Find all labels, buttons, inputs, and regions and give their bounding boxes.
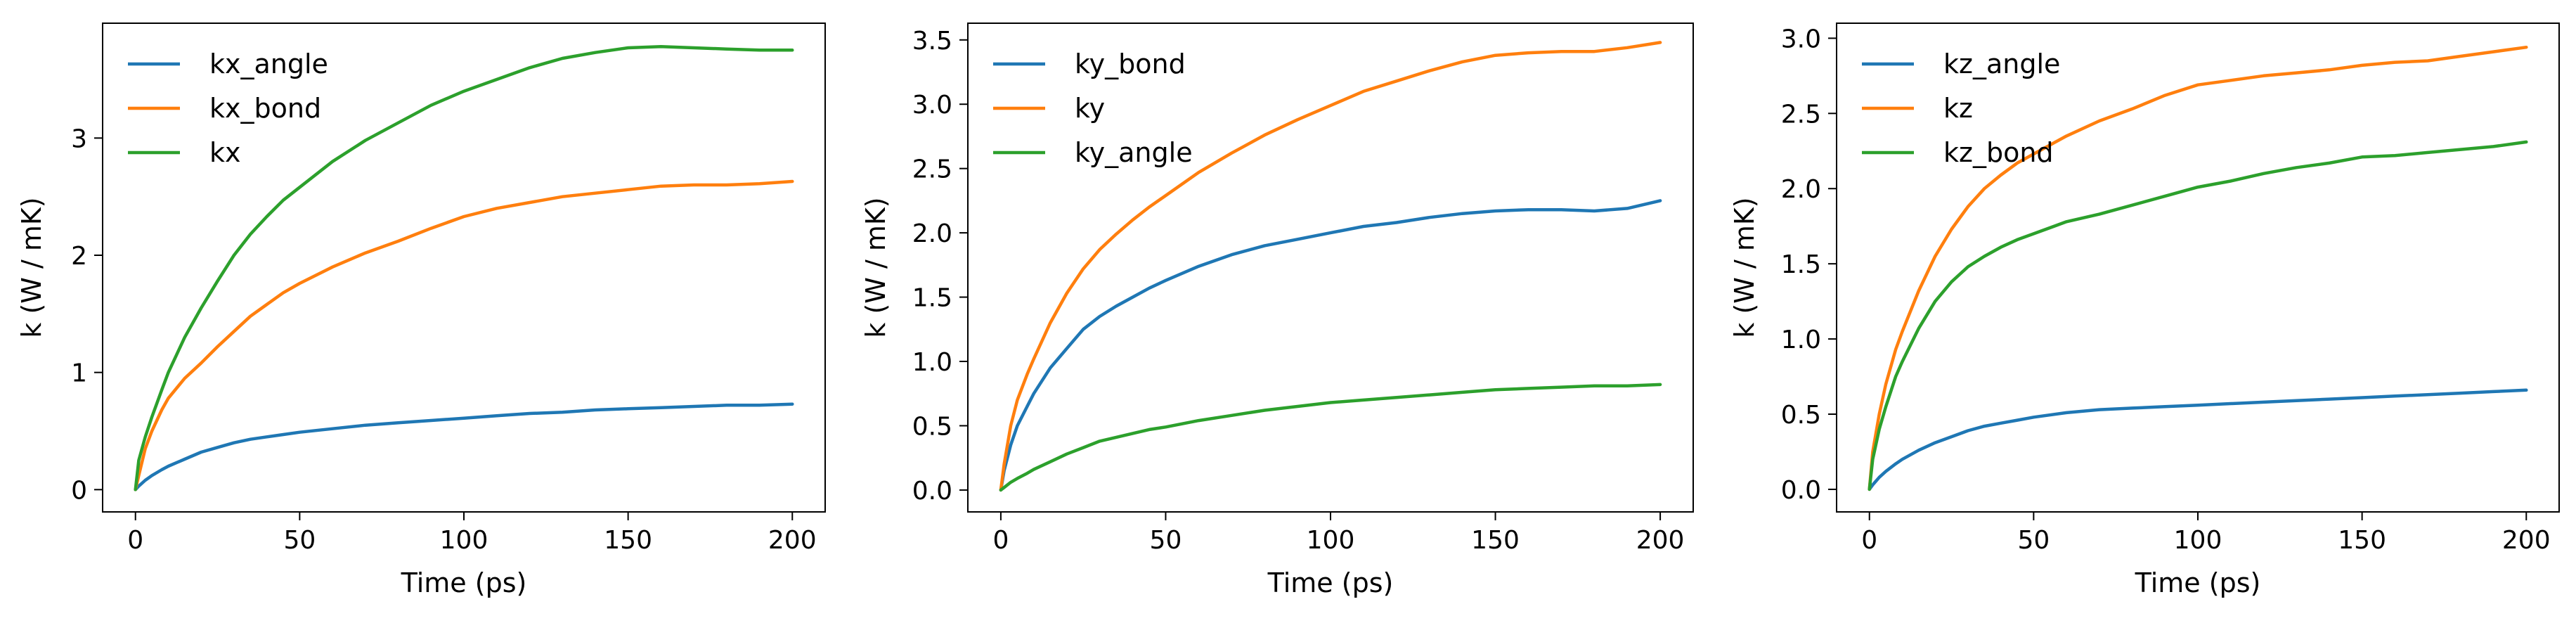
y-tick-label: 1	[71, 359, 87, 388]
x-tick-label: 100	[440, 526, 488, 555]
x-tick-label: 0	[127, 526, 143, 555]
y-axis-label: k (W / mK)	[860, 197, 891, 338]
series-line-ky	[999, 41, 1662, 492]
y-tick-label: 2.5	[1781, 100, 1821, 129]
legend-label-kz-bond: kz_bond	[1943, 137, 2054, 168]
x-tick-label: 150	[1471, 526, 1520, 555]
y-tick-label: 1.5	[912, 284, 952, 313]
y-tick-label: 0.5	[1781, 401, 1821, 430]
legend-label-kx-angle: kx_angle	[209, 49, 328, 79]
y-tick-label: 3.5	[912, 27, 952, 56]
x-tick-label: 50	[1150, 526, 1182, 555]
series-line-kz-bond	[1868, 140, 2528, 492]
x-tick-label: 50	[2017, 526, 2050, 555]
series-line-ky-bond	[999, 199, 1662, 492]
series-line-kx-bond	[134, 179, 794, 492]
chart-panel-1: 0 50 100 150 200 0 1 2 3 Time (ps) k (W / mK) kx_an…	[16, 23, 826, 598]
y-tick-label: 0.5	[912, 412, 952, 441]
y-tick-label: 1.5	[1781, 250, 1821, 279]
x-axis-label: Time (ps)	[401, 567, 527, 598]
series-line-kz-angle	[1868, 388, 2528, 492]
x-tick-label: 200	[768, 526, 817, 555]
legend-label-ky-angle: ky_angle	[1075, 137, 1193, 168]
chart-panel-2: 0 50 100 150 200 0.0 0.5 1.0 1.5 2.0 2.5 3.0 3.5 Time…	[860, 23, 1694, 598]
legend-label-kz-angle: kz_angle	[1943, 49, 2060, 79]
x-axis-label: Time (ps)	[2135, 567, 2261, 598]
x-tick-label: 150	[604, 526, 652, 555]
y-tick-label: 1.0	[912, 348, 952, 377]
y-tick-label: 0	[71, 476, 87, 505]
y-tick-label: 1.0	[1781, 326, 1821, 354]
series-line-kx-angle	[134, 402, 794, 492]
y-tick-label: 2.0	[912, 219, 952, 248]
chart-panel-3: 0 50 100 150 200 0.0 0.5 1.0 1.5 2.0 2.5 3.0 Time (p…	[1729, 23, 2560, 598]
x-tick-label: 200	[1636, 526, 1685, 555]
legend-label-ky: ky	[1075, 93, 1105, 124]
series-line-ky-angle	[999, 383, 1662, 492]
y-tick-label: 0.0	[912, 477, 952, 506]
series-line-kz	[1868, 45, 2528, 492]
legend-label-ky-bond: ky_bond	[1075, 49, 1186, 79]
y-tick-label: 3.0	[1781, 25, 1821, 53]
x-tick-label: 100	[2174, 526, 2222, 555]
legend-label-kx: kx	[209, 137, 241, 168]
x-tick-label: 150	[2338, 526, 2386, 555]
y-tick-label: 2.5	[912, 155, 952, 184]
series-line-kx	[134, 45, 794, 492]
x-tick-label: 0	[1861, 526, 1877, 555]
legend-label-kz: kz	[1943, 93, 1973, 124]
legend-label-kx-bond: kx_bond	[209, 93, 321, 124]
x-tick-label: 50	[283, 526, 316, 555]
y-axis-label: k (W / mK)	[1729, 197, 1760, 338]
x-axis-label: Time (ps)	[1267, 567, 1394, 598]
x-tick-label: 200	[2502, 526, 2551, 555]
y-tick-label: 2	[71, 242, 87, 271]
y-tick-label: 2.0	[1781, 175, 1821, 204]
y-tick-label: 0.0	[1781, 476, 1821, 505]
y-axis-label: k (W / mK)	[16, 197, 47, 338]
y-tick-label: 3.0	[912, 91, 952, 120]
y-tick-label: 3	[71, 124, 87, 153]
x-tick-label: 0	[992, 526, 1009, 555]
x-tick-label: 100	[1307, 526, 1355, 555]
